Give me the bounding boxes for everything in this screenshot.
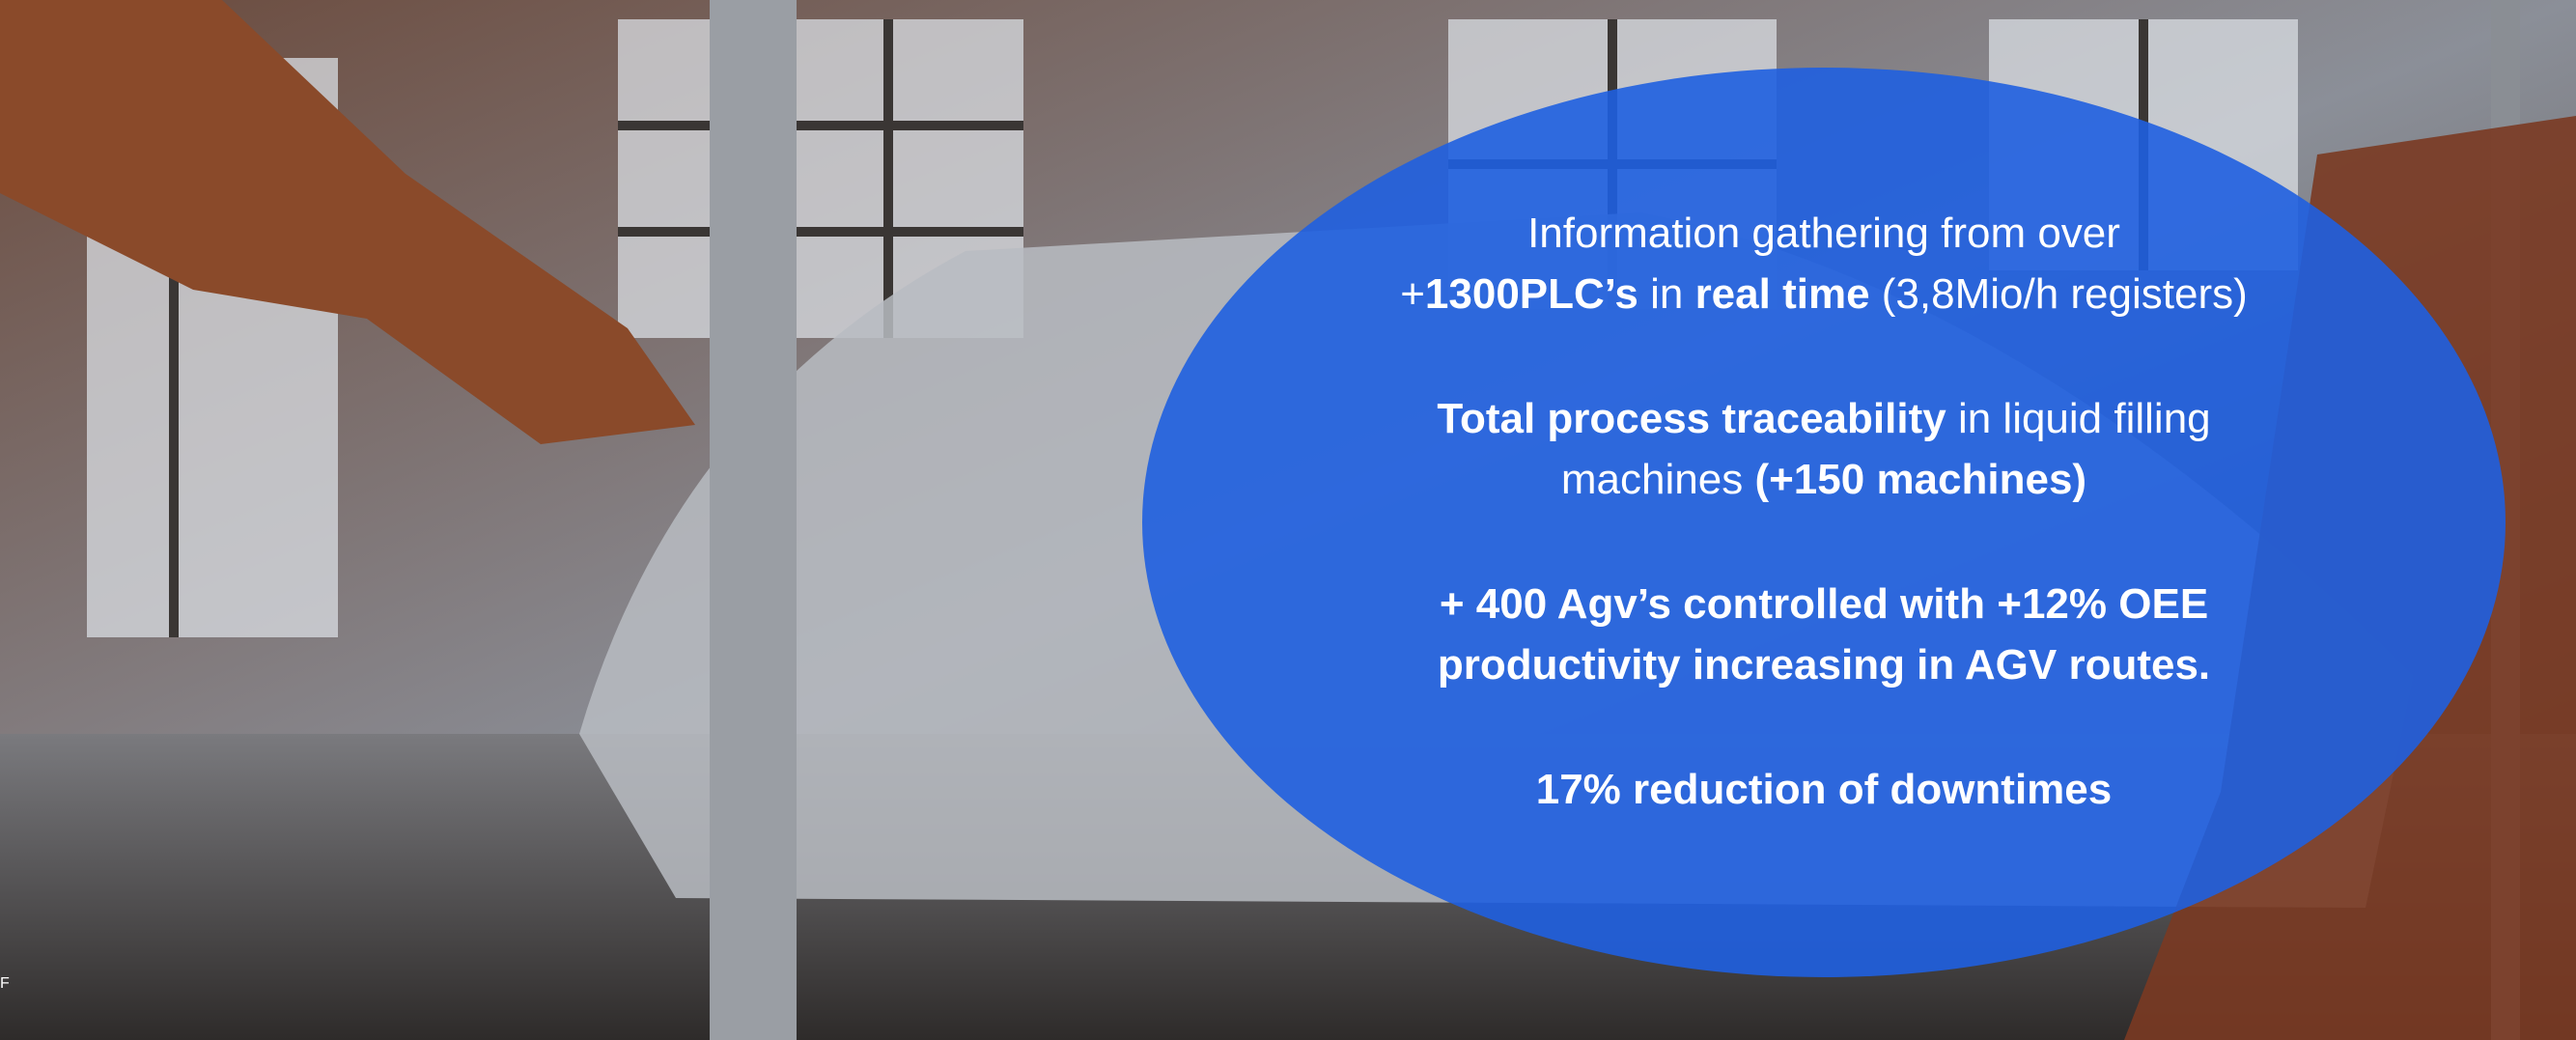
paragraph: Information gathering from over +1300PLC’… bbox=[1148, 203, 2500, 324]
text-run: in liquid filling bbox=[1946, 395, 2211, 442]
text-line: machines (+150 machines) bbox=[1148, 449, 2500, 510]
text-run: Total process traceability bbox=[1437, 395, 1946, 442]
corner-mark: F bbox=[0, 975, 10, 993]
text-run: in bbox=[1638, 270, 1695, 318]
pillar bbox=[710, 0, 797, 1040]
paragraph: Total process traceability in liquid fil… bbox=[1148, 388, 2500, 510]
text-run: 17% reduction of downtimes bbox=[1536, 766, 2113, 813]
text-run: + 400 Agv’s controlled with +12% OEE bbox=[1440, 580, 2208, 628]
text-run: machines bbox=[1561, 456, 1755, 503]
text-run: 1300PLC’s bbox=[1425, 270, 1638, 318]
slide: {"slide": { "paragraphs": [ {"lines": [ … bbox=[0, 0, 2576, 1040]
text-line: productivity increasing in AGV routes. bbox=[1148, 634, 2500, 695]
text-run: + bbox=[1400, 270, 1425, 318]
text-run: Information gathering from over bbox=[1527, 210, 2120, 257]
paragraph: 17% reduction of downtimes bbox=[1148, 759, 2500, 820]
text-line: + 400 Agv’s controlled with +12% OEE bbox=[1148, 574, 2500, 634]
text-line: Information gathering from over bbox=[1148, 203, 2500, 264]
text-line: Total process traceability in liquid fil… bbox=[1148, 388, 2500, 449]
paragraph: + 400 Agv’s controlled with +12% OEE prod… bbox=[1148, 574, 2500, 695]
text-run: (+150 machines) bbox=[1754, 456, 2086, 503]
text-run: real time bbox=[1695, 270, 1870, 318]
text-run: (3,8Mio/h registers) bbox=[1870, 270, 2248, 318]
text-line: +1300PLC’s in real time (3,8Mio/h regist… bbox=[1148, 264, 2500, 324]
text-block: Information gathering from over +1300PLC’… bbox=[1148, 203, 2500, 884]
text-run: productivity increasing in AGV routes. bbox=[1438, 641, 2210, 689]
text-line: 17% reduction of downtimes bbox=[1148, 759, 2500, 820]
